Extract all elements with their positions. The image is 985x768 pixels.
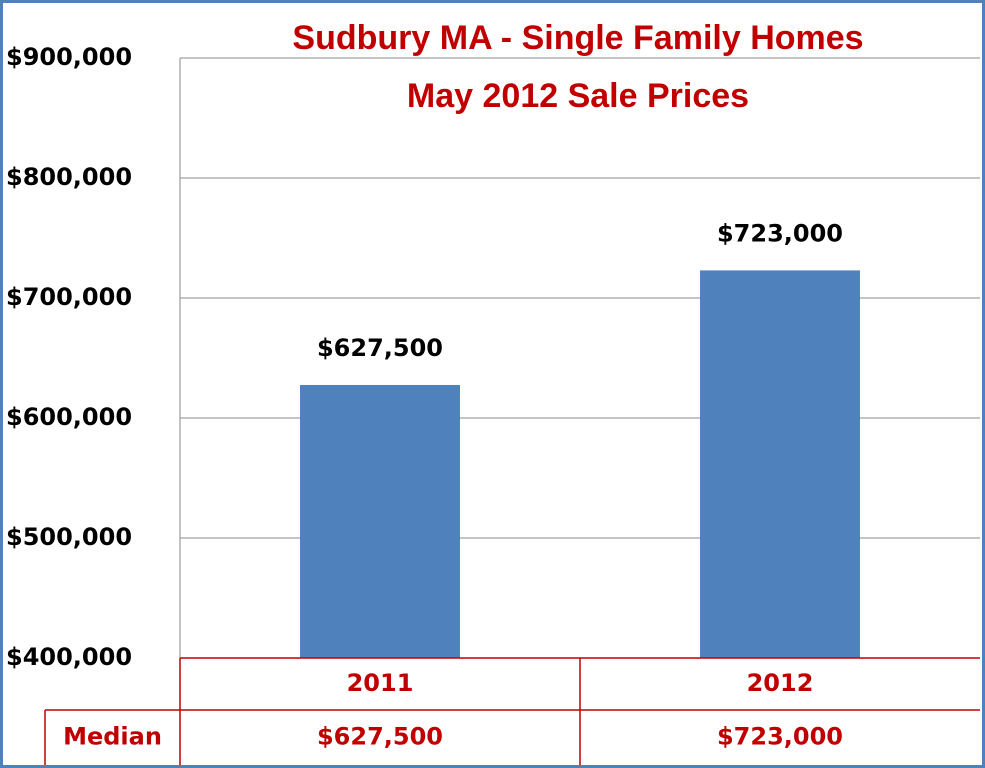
y-tick-label: $400,000 [6,643,132,671]
legend-label: Median [63,723,162,751]
table-cell: $723,000 [717,723,843,751]
y-tick-label: $600,000 [6,403,132,431]
y-tick-label: $800,000 [6,163,132,191]
data-label: $723,000 [717,219,843,247]
chart-title: Sudbury MA - Single Family Homes [292,19,863,57]
bar [700,270,860,658]
data-label: $627,500 [317,334,443,362]
y-tick-label: $700,000 [6,283,132,311]
x-tick-label: 2011 [347,669,414,697]
y-tick-label: $900,000 [6,43,132,71]
x-tick-label: 2012 [747,669,814,697]
bar [300,385,460,658]
chart-subtitle: May 2012 Sale Prices [407,77,749,115]
y-tick-label: $500,000 [6,523,132,551]
table-cell: $627,500 [317,723,443,751]
